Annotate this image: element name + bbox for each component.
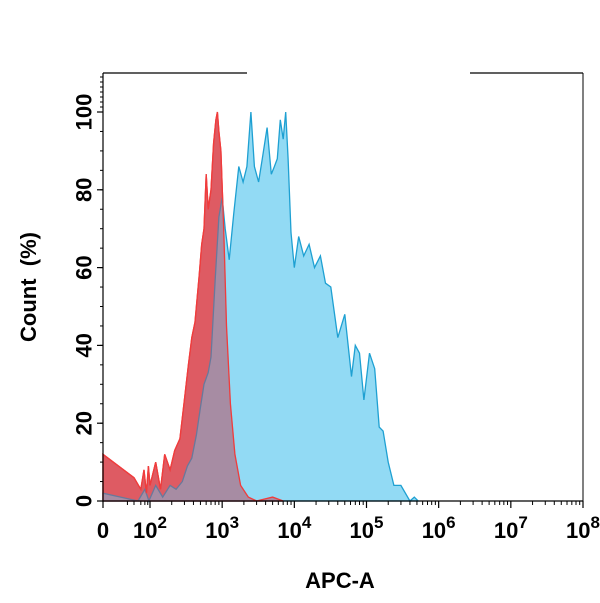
x-tick-label: 0 — [97, 518, 109, 543]
y-tick-label: 40 — [72, 333, 97, 357]
x-axis-title: APC-A — [305, 568, 375, 593]
x-tick-label: 103 — [205, 513, 239, 543]
y-axis-title: Count (%) — [16, 232, 41, 342]
histogram-overlap — [102, 111, 284, 502]
x-tick-label: 106 — [422, 513, 456, 543]
histogram-series-2 — [102, 111, 420, 503]
series-layer — [102, 111, 420, 503]
y-tick-label: 100 — [72, 94, 97, 131]
y-tick-label: 80 — [72, 178, 97, 202]
y-tick-label: 60 — [72, 255, 97, 279]
y-tick-label: 20 — [72, 411, 97, 435]
tick-layer: 0 20 40 60 80 100 0 102 103 104 105 106 107 108 — [72, 76, 600, 543]
y-tick-label: 0 — [72, 495, 97, 507]
x-tick-label: 107 — [494, 513, 528, 543]
x-tick-label: 104 — [277, 513, 311, 543]
x-tick-label: 108 — [566, 513, 600, 543]
x-tick-label: 105 — [350, 513, 384, 543]
x-tick-label: 102 — [133, 513, 167, 543]
